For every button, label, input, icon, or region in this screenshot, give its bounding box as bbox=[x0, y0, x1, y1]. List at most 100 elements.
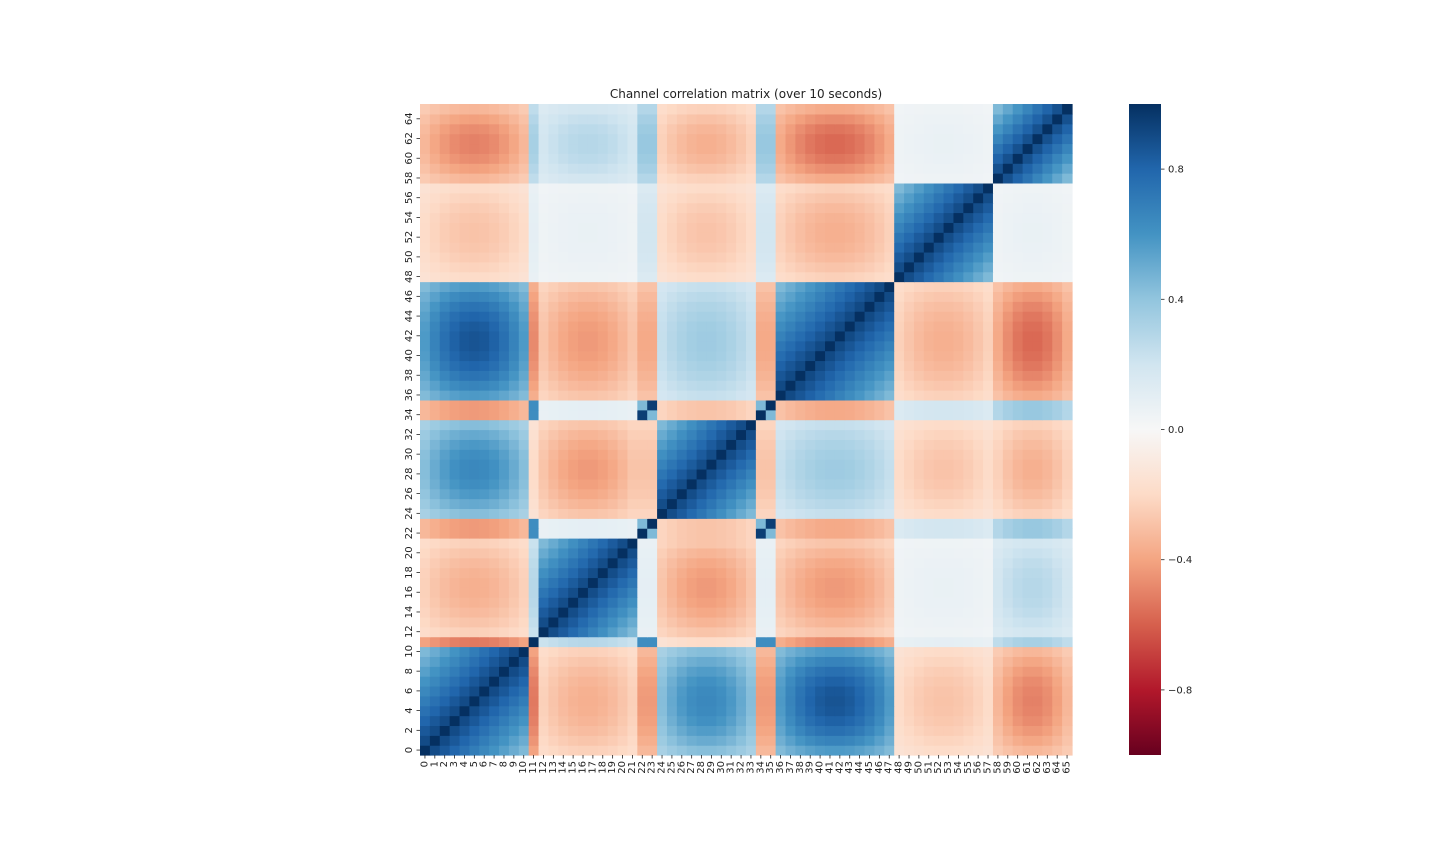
heatmap-cell bbox=[499, 587, 510, 598]
heatmap-cell bbox=[923, 468, 935, 480]
heatmap-cell bbox=[716, 340, 727, 352]
heatmap-cell bbox=[894, 646, 905, 657]
heatmap-cell bbox=[469, 429, 480, 440]
heatmap-cell bbox=[874, 242, 885, 253]
heatmap-cell bbox=[884, 360, 895, 371]
heatmap-cell bbox=[1042, 626, 1053, 638]
heatmap-cell bbox=[587, 715, 599, 727]
heatmap-cell bbox=[479, 528, 490, 539]
heatmap-cell bbox=[548, 133, 559, 145]
heatmap-cell bbox=[617, 538, 629, 549]
heatmap-cell bbox=[992, 153, 1004, 164]
heatmap-cell bbox=[499, 478, 510, 490]
heatmap-cell bbox=[706, 695, 717, 707]
heatmap-cell bbox=[706, 350, 717, 362]
heatmap-cell bbox=[617, 468, 629, 480]
heatmap-cell bbox=[963, 498, 974, 510]
heatmap-cell bbox=[1062, 705, 1073, 717]
heatmap-cell bbox=[765, 153, 777, 164]
heatmap-cell bbox=[449, 271, 461, 283]
heatmap-cell bbox=[933, 735, 945, 746]
heatmap-cell bbox=[449, 133, 461, 145]
heatmap-cell bbox=[439, 163, 451, 174]
heatmap-cell bbox=[755, 439, 767, 450]
y-tick-label: 52 bbox=[404, 231, 415, 244]
heatmap-cell bbox=[746, 281, 757, 293]
heatmap-cell bbox=[568, 656, 579, 667]
heatmap-cell bbox=[568, 607, 579, 618]
heatmap-cell bbox=[992, 212, 1004, 223]
heatmap-cell bbox=[617, 123, 629, 135]
heatmap-cell bbox=[548, 528, 559, 539]
heatmap-cell bbox=[587, 439, 599, 450]
heatmap-cell bbox=[1042, 725, 1053, 736]
heatmap-cell bbox=[1062, 607, 1073, 618]
heatmap-cell bbox=[864, 390, 876, 401]
heatmap-cell bbox=[1032, 626, 1043, 638]
heatmap-cell bbox=[834, 143, 846, 154]
heatmap-cell bbox=[696, 271, 708, 283]
heatmap-cell bbox=[508, 311, 520, 322]
heatmap-cell bbox=[963, 370, 974, 381]
heatmap-cell bbox=[637, 153, 648, 164]
heatmap-cell bbox=[647, 439, 658, 450]
heatmap-cell bbox=[953, 725, 964, 736]
heatmap-cell bbox=[637, 192, 648, 204]
heatmap-cell bbox=[548, 123, 559, 135]
x-tick-label: 3 bbox=[449, 761, 460, 767]
heatmap-cell bbox=[815, 301, 826, 312]
heatmap-cell bbox=[874, 745, 885, 756]
heatmap-cell bbox=[508, 616, 520, 628]
heatmap-cell bbox=[815, 429, 826, 440]
heatmap-cell bbox=[1022, 311, 1034, 322]
heatmap-cell bbox=[746, 587, 757, 598]
heatmap-cell bbox=[785, 587, 796, 598]
heatmap-cell bbox=[864, 330, 876, 342]
heatmap-cell bbox=[874, 104, 885, 115]
heatmap-cell bbox=[854, 380, 866, 391]
heatmap-cell bbox=[469, 616, 480, 628]
heatmap-cell bbox=[568, 459, 579, 470]
heatmap-cell bbox=[429, 222, 441, 233]
heatmap-cell bbox=[489, 380, 500, 391]
x-tick-label: 55 bbox=[963, 761, 974, 774]
heatmap-cell bbox=[676, 735, 688, 746]
heatmap-cell bbox=[746, 192, 757, 204]
heatmap-cell bbox=[746, 419, 757, 431]
heatmap-cell bbox=[854, 508, 866, 519]
heatmap-cell bbox=[499, 291, 510, 302]
heatmap-cell bbox=[469, 488, 480, 500]
heatmap-cell bbox=[913, 390, 925, 401]
heatmap-cell bbox=[1022, 399, 1034, 411]
heatmap-cell bbox=[647, 587, 658, 598]
heatmap-cell bbox=[746, 113, 757, 125]
heatmap-cell bbox=[637, 182, 648, 194]
heatmap-cell bbox=[983, 182, 994, 194]
heatmap-cell bbox=[558, 656, 569, 667]
heatmap-cell bbox=[933, 715, 945, 727]
heatmap-cell bbox=[479, 242, 490, 253]
heatmap-cell bbox=[489, 666, 500, 677]
heatmap-cell bbox=[736, 380, 747, 391]
heatmap-cell bbox=[943, 745, 955, 756]
heatmap-cell bbox=[647, 745, 658, 756]
heatmap-cell bbox=[1012, 656, 1024, 667]
y-tick-label: 58 bbox=[404, 172, 415, 185]
heatmap-cell bbox=[449, 350, 461, 362]
heatmap-cell bbox=[716, 715, 727, 727]
heatmap-cell bbox=[904, 567, 915, 579]
heatmap-cell bbox=[528, 646, 540, 657]
heatmap-cell bbox=[469, 182, 480, 194]
heatmap-cell bbox=[864, 370, 876, 381]
heatmap-cell bbox=[953, 616, 964, 628]
heatmap-cell bbox=[844, 370, 856, 381]
heatmap-cell bbox=[439, 656, 451, 667]
heatmap-cell bbox=[686, 439, 698, 450]
x-tick-label: 31 bbox=[726, 761, 737, 774]
heatmap-cell bbox=[696, 153, 708, 164]
heatmap-cell bbox=[913, 133, 925, 145]
heatmap-cell bbox=[617, 261, 629, 273]
heatmap-cell bbox=[904, 123, 915, 135]
heatmap-cell bbox=[1052, 607, 1063, 618]
heatmap-cell bbox=[795, 478, 806, 490]
